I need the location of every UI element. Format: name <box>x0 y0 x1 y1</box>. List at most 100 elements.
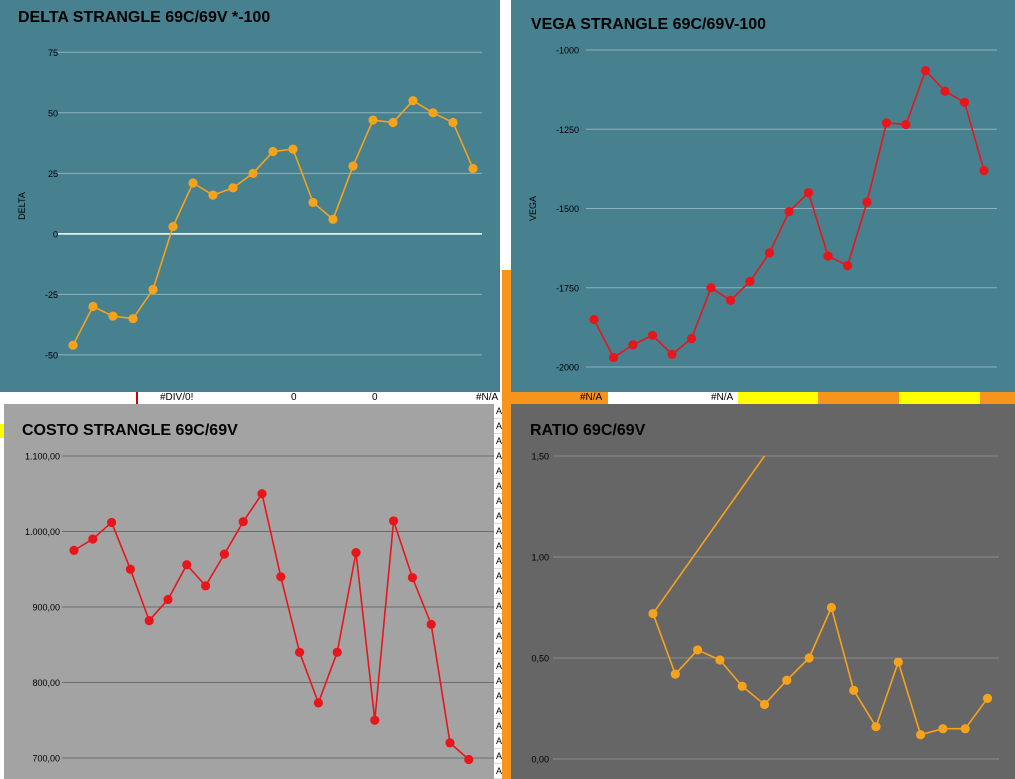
costo-data-point <box>370 715 380 725</box>
delta-data-point <box>228 183 238 193</box>
vega-data-point <box>862 197 872 207</box>
costo-data-point <box>182 560 192 570</box>
na-fragment-cell[interactable]: A <box>494 704 502 719</box>
delta-data-point <box>188 178 198 188</box>
y-tick-label: 0 <box>53 229 58 239</box>
y-tick-label: 800,00 <box>32 678 60 688</box>
delta-series-line <box>72 99 474 346</box>
vega-data-point <box>823 251 833 261</box>
y-tick-label: 1.100,00 <box>25 452 60 462</box>
na-fragment-cell[interactable]: A <box>494 524 502 539</box>
y-tick-label: 50 <box>48 108 58 118</box>
na-fragment-cell[interactable]: A <box>494 494 502 509</box>
ratio-chart-panel: RATIO 69C/69V 1,50 1,00 0,50 0,00 <box>511 404 1015 779</box>
na-fragment-cell[interactable]: A <box>494 509 502 524</box>
delta-data-point <box>208 190 218 200</box>
cell-orange-2 <box>818 392 899 404</box>
delta-data-point <box>408 96 418 106</box>
y-tick-label: 0,50 <box>531 654 549 664</box>
costo-data-point <box>257 489 267 499</box>
vega-data-point <box>803 188 814 198</box>
cell-zero-1[interactable]: 0 <box>291 392 297 403</box>
cell-na-2[interactable]: #N/A <box>580 392 603 403</box>
ratio-data-point <box>826 602 836 613</box>
costo-data-point <box>389 516 399 526</box>
na-fragment-cell[interactable]: A <box>494 449 502 464</box>
na-fragment-cell[interactable]: A <box>494 674 502 689</box>
cell-na-1[interactable]: #N/A <box>476 392 499 403</box>
cell-zero-2[interactable]: 0 <box>372 392 378 403</box>
na-fragment-cell[interactable]: A <box>494 479 502 494</box>
vega-data-point <box>608 352 619 363</box>
ratio-data-point <box>648 608 658 619</box>
costo-data-point <box>163 594 173 605</box>
vega-chart-panel: VEGA STRANGLE 69C/69V-100 -1000 -1250 -150… <box>511 0 1015 392</box>
costo-data-point <box>88 534 98 544</box>
costo-data-point <box>445 738 455 748</box>
y-axis-label: VEGA <box>528 196 538 221</box>
costo-chart-panel: COSTO STRANGLE 69C/69V 1.100,00 1.000,00 9… <box>4 404 494 779</box>
na-fragment-cell[interactable]: A <box>494 464 502 479</box>
delta-data-point <box>428 108 438 118</box>
costo-data-point <box>351 548 361 558</box>
delta-chart-title: DELTA STRANGLE 69C/69V *-100 <box>18 9 271 26</box>
na-fragment-cell[interactable]: A <box>494 554 502 569</box>
ratio-series-line <box>652 455 989 736</box>
na-fragment-cell[interactable]: A <box>494 614 502 629</box>
na-fragment-cell[interactable]: A <box>494 404 502 419</box>
na-fragment-cell[interactable]: A <box>494 764 502 779</box>
vega-data-point <box>920 66 931 76</box>
vega-data-point <box>881 118 892 128</box>
na-fragment-cell[interactable]: A <box>494 734 502 749</box>
na-fragment-cell[interactable]: A <box>494 749 502 764</box>
cell-na-3[interactable]: #N/A <box>711 392 734 403</box>
y-tick-label: 700,00 <box>32 754 60 764</box>
vega-data-point <box>628 340 638 350</box>
na-fragment-cell[interactable]: A <box>494 584 502 599</box>
na-fragment-cell[interactable]: A <box>494 539 502 554</box>
costo-data-point <box>426 619 436 629</box>
cell-yellow-2 <box>899 392 980 404</box>
delta-data-point <box>148 284 158 295</box>
vega-data-point <box>725 295 736 306</box>
column-white-top <box>500 0 511 270</box>
na-fragment-cell[interactable]: A <box>494 719 502 734</box>
costo-data-point <box>125 564 135 574</box>
vega-data-point <box>764 248 775 258</box>
delta-data-point <box>268 146 278 157</box>
delta-data-point <box>348 161 358 171</box>
cell-orange-3 <box>980 392 1015 404</box>
costo-data-point <box>107 517 117 528</box>
ratio-data-point <box>693 645 703 655</box>
ratio-data-point <box>871 722 881 732</box>
column-orange <box>502 270 511 779</box>
na-fragment-cell[interactable]: A <box>494 599 502 614</box>
costo-data-point <box>144 615 154 626</box>
vega-data-point <box>706 283 716 293</box>
costo-series-line <box>73 492 470 761</box>
costo-data-point <box>295 647 305 657</box>
y-tick-label: 0,00 <box>531 755 549 765</box>
ratio-data-point <box>982 693 993 703</box>
cell-div0[interactable]: #DIV/0! <box>160 392 194 403</box>
vega-data-point <box>745 276 755 287</box>
cell-yellow-1 <box>738 392 818 404</box>
na-fragment-cell[interactable]: A <box>494 689 502 704</box>
na-fragment-cell[interactable]: A <box>494 629 502 644</box>
vega-data-point <box>959 97 970 107</box>
delta-data-point <box>108 311 118 321</box>
ratio-data-point <box>804 653 814 663</box>
na-fragment-cell[interactable]: A <box>494 644 502 659</box>
na-fragment-cell[interactable]: A <box>494 434 502 449</box>
delta-data-point <box>388 117 398 128</box>
na-fragment-cell[interactable]: A <box>494 419 502 434</box>
na-fragment-cell[interactable]: A <box>494 569 502 584</box>
delta-data-point <box>368 115 378 125</box>
ratio-data-point <box>670 669 680 679</box>
na-fragment-cell[interactable]: A <box>494 659 502 674</box>
costo-data-point <box>407 572 417 583</box>
vega-chart: -1000 -1250 -1500 -1750 -2000 VEGA <box>528 46 997 373</box>
ratio-chart-title: RATIO 69C/69V <box>530 422 646 439</box>
ratio-data-point <box>938 724 948 734</box>
costo-chart-title: COSTO STRANGLE 69C/69V <box>22 422 238 439</box>
